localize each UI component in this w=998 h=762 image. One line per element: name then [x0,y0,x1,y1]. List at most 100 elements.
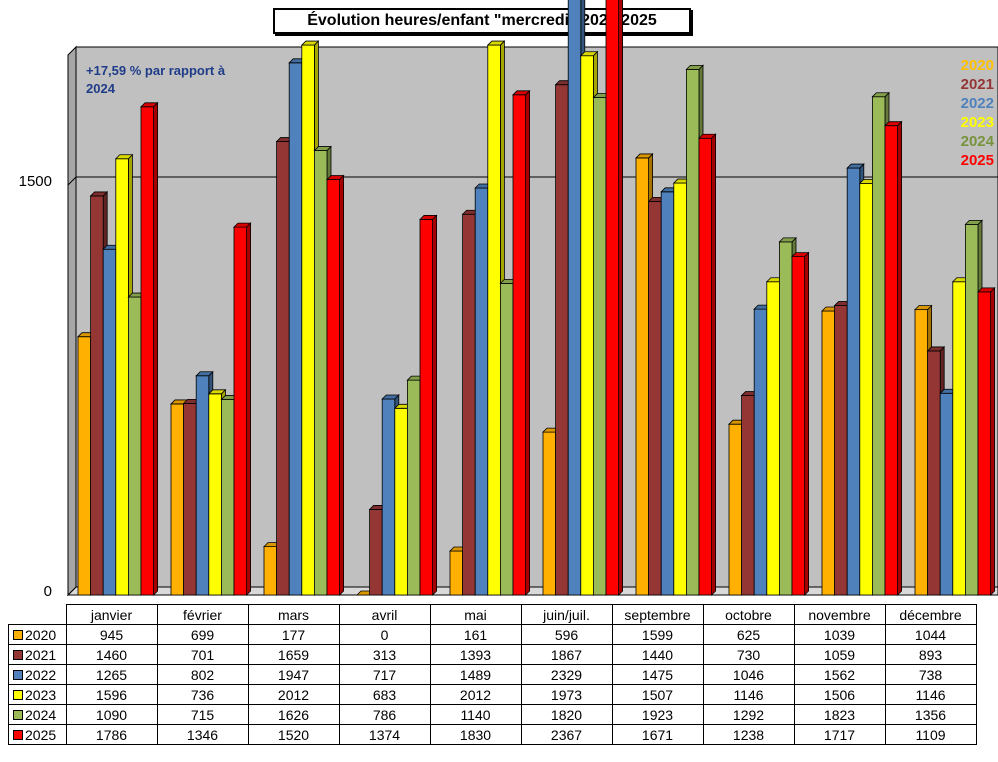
legend-entry: 2024 [960,133,994,150]
data-label: 1109 [884,724,977,745]
data-label: 1820 [520,704,613,725]
data-label: 1475 [611,664,704,685]
data-label: 2012 [429,684,522,705]
series-label: 2025 [8,724,67,745]
table-corner [9,605,67,625]
legend-swatch-icon [13,729,23,740]
legend-swatch-icon [13,689,23,700]
data-label: 1393 [429,644,522,665]
data-label: 717 [338,664,431,685]
data-label: 1489 [429,664,522,685]
bar [140,101,159,596]
data-label: 1356 [884,704,977,725]
bar [233,222,252,596]
data-table: janvier février mars avril mai juin/juil. sept… [8,604,977,745]
gridline-side [67,176,77,186]
data-label: 177 [247,624,340,645]
bar [977,286,996,596]
category-label: octobre [702,604,795,625]
data-label: 1717 [793,724,886,745]
chart-side-wall [67,45,77,597]
series-label: 2022 [8,664,67,685]
bar [698,133,717,596]
bar [884,120,903,596]
data-label: 1562 [793,664,886,685]
legend-entry: 2020 [960,57,994,74]
bar [791,251,810,596]
data-label: 1044 [884,624,977,645]
data-label: 1867 [520,644,613,665]
data-label: 730 [702,644,795,665]
category-label: novembre [793,604,886,625]
chart-plot [66,0,998,597]
data-label: 1830 [429,724,522,745]
table-row: 2022 1265 802 1947 717 1489 2329 1475 1046 1562 73… [8,664,977,685]
series-label: 2020 [8,624,67,645]
data-label: 738 [884,664,977,685]
data-label: 1520 [247,724,340,745]
data-label: 699 [156,624,249,645]
bar [512,89,531,596]
legend-entry: 2021 [960,76,994,93]
category-label: février [156,604,249,625]
series-label: 2024 [8,704,67,725]
data-label: 1146 [702,684,795,705]
bar [419,214,438,596]
data-label: 1374 [338,724,431,745]
data-label: 1039 [793,624,886,645]
category-label: mars [247,604,340,625]
table-row: 2020 945 699 177 0 161 596 1599 625 1039 1044 [8,624,977,645]
legend-swatch-icon [13,709,23,720]
category-label: mai [429,604,522,625]
percent-change-annotation: +17,59 % par rapport à 2024 [86,63,226,96]
data-label: 1292 [702,704,795,725]
data-label: 701 [156,644,249,665]
table-row: 2021 1460 701 1659 313 1393 1867 1440 730 1059 893 [8,644,977,665]
table-row: 2023 1596 736 2012 683 2012 1973 1507 1146 1506 11… [8,684,977,705]
data-label: 1090 [65,704,158,725]
legend-swatch-icon [13,629,23,640]
table-body: 2020 945 699 177 0 161 596 1599 625 1039 1044 2021 1… [8,624,977,745]
category-label: avril [338,604,431,625]
legend-swatch-icon [13,649,23,660]
data-label: 1140 [429,704,522,725]
data-label: 1146 [884,684,977,705]
y-tick-label: 0 [43,583,52,600]
table-row: 2024 1090 715 1626 786 1140 1820 1923 1292 1823 13… [8,704,977,725]
legend-entry: 2023 [960,114,994,131]
data-label: 1923 [611,704,704,725]
legend-entry: 2022 [960,95,994,112]
legend-entry: 2025 [960,152,994,169]
legend-swatch-icon [13,669,23,680]
data-label: 1440 [611,644,704,665]
data-label: 1059 [793,644,886,665]
category-label: décembre [884,604,977,625]
data-label: 625 [702,624,795,645]
data-label: 1507 [611,684,704,705]
series-label: 2023 [8,684,67,705]
data-label: 683 [338,684,431,705]
data-label: 1947 [247,664,340,685]
data-label: 2329 [520,664,613,685]
data-label: 1659 [247,644,340,665]
data-label: 1626 [247,704,340,725]
table-header-row: janvier février mars avril mai juin/juil. sept… [9,604,977,625]
data-label: 596 [520,624,613,645]
data-label: 2012 [247,684,340,705]
table-row: 2025 1786 1346 1520 1374 1830 2367 1671 1238 1717… [8,724,977,745]
data-label: 736 [156,684,249,705]
category-label: janvier [65,604,158,625]
data-label: 1786 [65,724,158,745]
data-label: 1265 [65,664,158,685]
data-label: 2367 [520,724,613,745]
data-label: 1506 [793,684,886,705]
chart-legend: 2020 2021 2022 2023 2024 2025 [961,56,994,170]
data-label: 1596 [65,684,158,705]
data-label: 786 [338,704,431,725]
category-label: juin/juil. [520,604,613,625]
data-label: 715 [156,704,249,725]
data-label: 1599 [611,624,704,645]
data-label: 1973 [520,684,613,705]
data-label: 893 [884,644,977,665]
data-label: 1823 [793,704,886,725]
